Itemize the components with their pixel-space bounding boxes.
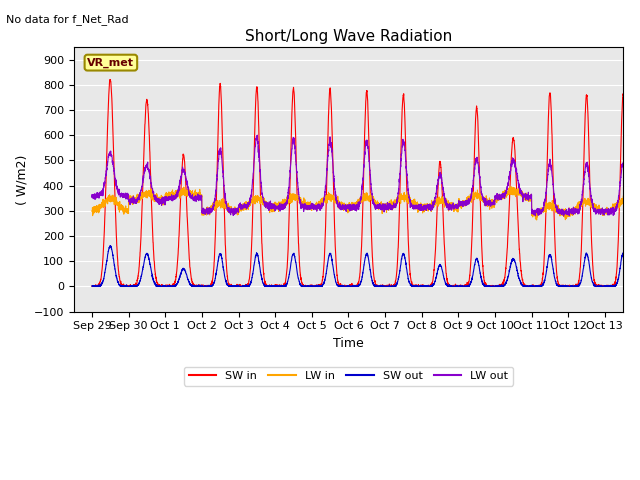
LW out	[346, 203, 354, 208]
LW out	[637, 210, 640, 216]
SW out	[460, 283, 467, 289]
X-axis label: Time: Time	[333, 337, 364, 350]
LW out	[88, 194, 96, 200]
SW out	[346, 284, 354, 289]
LW out	[460, 200, 467, 206]
Line: SW out: SW out	[92, 246, 640, 287]
LW in	[187, 192, 195, 198]
LW in	[490, 200, 498, 205]
LW in	[88, 208, 96, 214]
SW in	[637, 283, 640, 289]
LW out	[521, 191, 529, 197]
LW in	[532, 217, 540, 223]
Legend: SW in, LW in, SW out, LW out: SW in, LW in, SW out, LW out	[184, 367, 513, 385]
SW out	[637, 283, 640, 288]
SW in	[346, 282, 354, 288]
SW out	[522, 283, 529, 289]
LW out	[253, 132, 261, 138]
SW in	[88, 284, 96, 289]
Line: SW in: SW in	[92, 80, 640, 287]
LW out	[560, 213, 568, 219]
Line: LW in: LW in	[92, 187, 640, 220]
LW in	[637, 207, 640, 213]
SW out	[88, 284, 96, 289]
SW in	[490, 284, 498, 289]
LW out	[637, 210, 640, 216]
Title: Short/Long Wave Radiation: Short/Long Wave Radiation	[244, 29, 452, 44]
SW in	[106, 77, 114, 83]
LW in	[637, 209, 640, 215]
SW out	[637, 283, 640, 288]
SW in	[460, 283, 467, 288]
SW out	[107, 243, 115, 249]
SW out	[88, 283, 96, 288]
LW in	[346, 204, 354, 210]
SW in	[187, 272, 195, 278]
SW out	[187, 282, 195, 288]
Text: No data for f_Net_Rad: No data for f_Net_Rad	[6, 14, 129, 25]
LW out	[187, 192, 195, 198]
SW out	[490, 283, 498, 289]
LW in	[460, 204, 467, 209]
LW in	[508, 184, 516, 190]
SW in	[88, 283, 96, 289]
LW out	[490, 198, 498, 204]
LW in	[521, 197, 529, 203]
SW in	[637, 283, 640, 289]
Y-axis label: ( W/m2): ( W/m2)	[15, 154, 28, 204]
Line: LW out: LW out	[92, 135, 640, 216]
Text: VR_met: VR_met	[88, 58, 134, 68]
SW in	[522, 284, 529, 289]
